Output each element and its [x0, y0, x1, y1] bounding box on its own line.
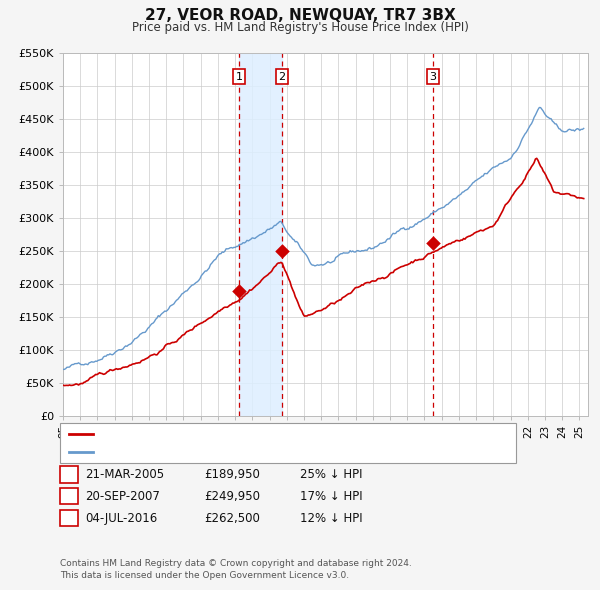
- Text: 27, VEOR ROAD, NEWQUAY, TR7 3BX (detached house): 27, VEOR ROAD, NEWQUAY, TR7 3BX (detache…: [99, 430, 401, 440]
- Text: 21-MAR-2005: 21-MAR-2005: [85, 468, 164, 481]
- Text: 3: 3: [430, 72, 437, 81]
- Text: £249,950: £249,950: [204, 490, 260, 503]
- Text: £262,500: £262,500: [204, 512, 260, 525]
- Bar: [239, 53, 282, 416]
- Text: Price paid vs. HM Land Registry's House Price Index (HPI): Price paid vs. HM Land Registry's House …: [131, 21, 469, 34]
- Text: 2: 2: [278, 72, 286, 81]
- Text: 1: 1: [65, 468, 73, 481]
- Text: Contains HM Land Registry data © Crown copyright and database right 2024.
This d: Contains HM Land Registry data © Crown c…: [60, 559, 412, 580]
- Text: 04-JUL-2016: 04-JUL-2016: [85, 512, 157, 525]
- Text: 3: 3: [65, 512, 73, 525]
- Point: [234, 286, 244, 296]
- Text: 27, VEOR ROAD, NEWQUAY, TR7 3BX: 27, VEOR ROAD, NEWQUAY, TR7 3BX: [145, 8, 455, 22]
- Point: [428, 238, 438, 247]
- Text: 12% ↓ HPI: 12% ↓ HPI: [300, 512, 362, 525]
- Text: 20-SEP-2007: 20-SEP-2007: [85, 490, 160, 503]
- Text: 1: 1: [235, 72, 242, 81]
- Text: HPI: Average price, detached house, Cornwall: HPI: Average price, detached house, Corn…: [99, 447, 349, 457]
- Text: 17% ↓ HPI: 17% ↓ HPI: [300, 490, 362, 503]
- Text: 25% ↓ HPI: 25% ↓ HPI: [300, 468, 362, 481]
- Text: £189,950: £189,950: [204, 468, 260, 481]
- Text: 2: 2: [65, 490, 73, 503]
- Point: [277, 247, 287, 256]
